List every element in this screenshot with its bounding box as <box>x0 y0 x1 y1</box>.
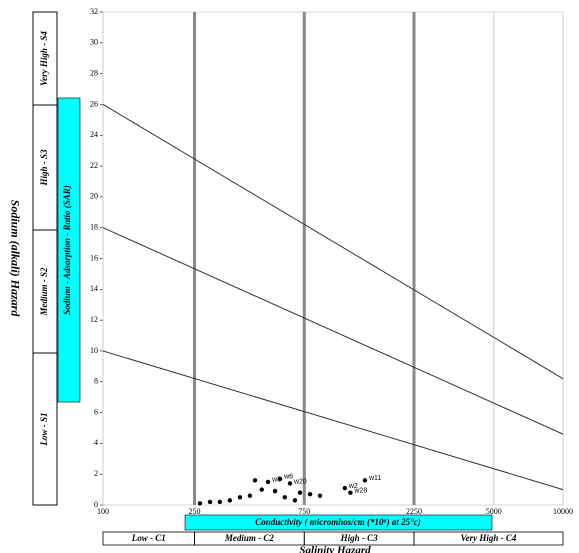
point <box>307 492 313 497</box>
point <box>282 495 287 500</box>
sodium-class-label: Very High - S4 <box>39 31 49 86</box>
y-tick-label: 22 <box>90 161 98 170</box>
salinity-class-label: Medium - C2 <box>224 533 275 543</box>
point-label: w6 <box>283 474 293 481</box>
point-label: w8 <box>271 477 281 484</box>
point <box>227 498 233 503</box>
point-label: w20 <box>293 478 307 485</box>
y-label: Sodium (alkali) Hazard <box>8 200 22 318</box>
point-label: w2 <box>348 483 358 490</box>
point <box>247 493 253 498</box>
x-tick-label: 750 <box>298 507 310 516</box>
x-tick-label: 250 <box>189 507 201 516</box>
inner-y-label: Sodium - Adsorption - Ratio (SAR) <box>62 185 72 314</box>
point <box>259 487 264 492</box>
y-tick-label: 20 <box>90 192 98 201</box>
point <box>297 490 303 495</box>
point <box>265 479 271 485</box>
point <box>317 493 323 498</box>
sar-boundary <box>102 104 564 380</box>
point <box>362 478 368 483</box>
point <box>287 481 293 486</box>
point <box>277 476 283 482</box>
point <box>342 485 348 491</box>
y-tick-label: 16 <box>90 253 98 262</box>
point <box>272 488 278 494</box>
sar-box <box>57 97 81 403</box>
salinity-class-label: High - C3 <box>340 533 379 543</box>
sodium-class-label: Medium - S2 <box>39 267 49 317</box>
point <box>292 498 298 503</box>
x-class-title: Salinity Hazard <box>299 545 371 553</box>
y-tick-label: 2 <box>94 469 98 478</box>
x-tick-label: 5000 <box>486 507 502 516</box>
sodium-class-label: Low - S1 <box>39 412 49 446</box>
y-tick-label: 28 <box>90 68 98 77</box>
y-tick-label: 0 <box>94 500 98 509</box>
salinity-class-box <box>413 531 564 546</box>
point <box>217 499 223 505</box>
point <box>197 501 203 506</box>
x-tick-label: 10000 <box>553 507 573 516</box>
x-label-box <box>184 514 493 531</box>
y-tick-label: 10 <box>90 346 98 355</box>
sodium-class-box <box>32 352 58 506</box>
y-tick-label: 6 <box>94 407 98 416</box>
y-tick-label: 26 <box>90 99 98 108</box>
y-tick-label: 12 <box>90 315 98 324</box>
y-tick-label: 8 <box>94 377 98 386</box>
y-tick-label: 18 <box>90 223 98 232</box>
y-tick-label: 24 <box>90 130 98 139</box>
y-tick-label: 14 <box>90 284 98 293</box>
y-tick-label: 4 <box>94 438 98 447</box>
point <box>252 478 258 483</box>
point <box>237 495 243 500</box>
point <box>348 490 353 495</box>
y-tick-label: 32 <box>90 7 98 16</box>
x-tick-label: 100 <box>97 507 109 516</box>
sodium-class-label: High - S3 <box>39 149 49 187</box>
salinity-class-label: Very High - C4 <box>461 533 517 543</box>
sar-boundary <box>102 350 564 491</box>
y-tick-label: 30 <box>90 38 98 47</box>
point <box>207 499 213 505</box>
point-label: w28 <box>353 488 367 495</box>
point-label: w11 <box>368 475 381 482</box>
salinity-class-label: Low - C1 <box>131 533 166 543</box>
sar-boundary <box>102 227 564 435</box>
x-tick-label: 2250 <box>406 507 422 516</box>
x-label: Conductivity ( micromhos/cm (*10⁶) at 25… <box>255 517 420 527</box>
